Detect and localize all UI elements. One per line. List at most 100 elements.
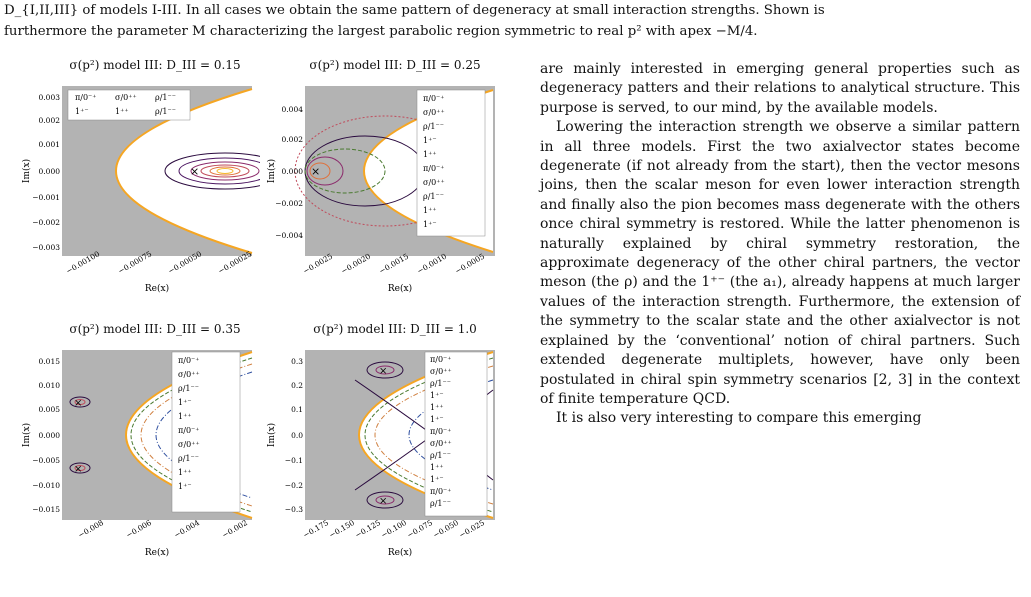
- legend-entry: 1⁺⁻: [178, 398, 192, 407]
- y-tick-label: −0.005: [32, 456, 60, 465]
- svg-text:×: ×: [379, 496, 387, 507]
- y-tick-label: −0.010: [32, 481, 60, 490]
- y-tick-label: 0.0: [291, 431, 303, 440]
- legend-entry: π/0⁻⁺: [430, 427, 452, 436]
- legend-entry: 1⁺⁻: [430, 475, 444, 484]
- legend-entry: π/0⁻⁺: [423, 164, 445, 173]
- y-tick-label: −0.003: [32, 243, 60, 252]
- plot-panel-3: σ(p²) model III: D_III = 0.35 × × π/0⁻⁺ …: [20, 322, 260, 582]
- svg-text:×: ×: [379, 366, 387, 377]
- contour-plot-1: × π/0⁻⁺ σ/0⁺⁺ ρ/1⁻⁻ 1⁺⁻ 1⁺⁺ ρ/1⁻⁻ 0.003 …: [21, 86, 260, 294]
- y-tick-label: 0.2: [291, 381, 303, 390]
- panel-title: σ(p²) model III: D_III = 0.25: [309, 58, 481, 72]
- y-tick-label: −0.001: [32, 193, 60, 202]
- y-tick-label: −0.1: [285, 456, 303, 465]
- legend-entry: ρ/1⁻⁻: [423, 192, 444, 201]
- x-axis-label: Re(x): [145, 283, 169, 294]
- caption-line-1: D_{I,II,III} of models I-III. In all cas…: [4, 3, 825, 18]
- y-tick-label: 0.004: [282, 105, 304, 114]
- x-tick-label: −0.125: [354, 518, 383, 540]
- y-axis-label: Im(x): [266, 159, 277, 183]
- body-paragraph-2: Lowering the interaction strength we obs…: [540, 119, 1020, 407]
- y-tick-label: −0.2: [285, 481, 303, 490]
- legend-entry: σ/0⁺⁺: [178, 440, 200, 449]
- legend-entry: 1⁺⁻: [430, 391, 444, 400]
- legend-entry: ρ/1⁻⁻: [423, 122, 444, 131]
- y-tick-label: −0.015: [32, 505, 60, 514]
- contour-plot-3: × × π/0⁻⁺ σ/0⁺⁺ ρ/1⁻⁻ 1⁺⁻ 1⁺⁺ π/0⁻⁺ σ/0⁺…: [21, 350, 253, 558]
- y-tick-label: 0.002: [39, 116, 61, 125]
- y-tick-label: −0.3: [285, 505, 303, 514]
- plot-panel-4: σ(p²) model III: D_III = 1.0 × × π/0⁻⁺ σ…: [265, 322, 515, 582]
- legend-entry: ρ/1⁻⁻: [178, 454, 199, 463]
- panel-title: σ(p²) model III: D_III = 0.35: [69, 322, 241, 336]
- svg-text:×: ×: [74, 398, 82, 409]
- y-tick-label: 0.001: [39, 140, 60, 149]
- legend-entry: σ/0⁺⁺: [430, 439, 452, 448]
- x-tick-label: −0.008: [77, 518, 106, 540]
- plot-panel-2: σ(p²) model III: D_III = 0.25 × π/0⁻⁺ σ/…: [265, 58, 515, 318]
- legend-entry: ρ/1⁻⁻: [430, 451, 451, 460]
- legend-entry: π/0⁻⁺: [423, 94, 445, 103]
- y-tick-label: −0.004: [275, 231, 303, 240]
- legend-entry: 1⁺⁻: [75, 107, 89, 116]
- panel-title: σ(p²) model III: D_III = 0.15: [69, 58, 241, 72]
- legend-entry: 1⁺⁻: [423, 220, 437, 229]
- legend-entry: 1⁺⁺: [430, 403, 444, 412]
- body-paragraph-3: It is also very interesting to compare t…: [556, 410, 922, 427]
- y-tick-label: 0.000: [39, 167, 61, 176]
- y-tick-label: 0.002: [282, 135, 304, 144]
- x-tick-label: −0.075: [406, 518, 435, 540]
- y-tick-label: 0.010: [39, 381, 61, 390]
- x-tick-label: −0.150: [328, 518, 357, 540]
- x-axis-label: Re(x): [388, 547, 412, 558]
- legend-entry: π/0⁻⁺: [430, 355, 452, 364]
- legend-entry: 1⁺⁺: [178, 412, 192, 421]
- x-tick-label: −0.175: [302, 518, 331, 540]
- legend-entry: π/0⁻⁺: [178, 356, 200, 365]
- legend-entry: 1⁺⁻: [430, 415, 444, 424]
- x-tick-label: −0.006: [125, 518, 154, 540]
- legend-entry: ρ/1⁻⁻: [155, 93, 176, 102]
- contour-plot-4: × × π/0⁻⁺ σ/0⁺⁺ ρ/1⁻⁻ 1⁺⁻ 1⁺⁺ 1⁺⁻ π/0⁻⁺ …: [266, 350, 495, 558]
- legend-entry: σ/0⁺⁺: [430, 367, 452, 376]
- y-tick-label: 0.000: [282, 167, 304, 176]
- svg-text:×: ×: [190, 165, 199, 178]
- x-tick-label: −0.050: [432, 518, 461, 540]
- x-tick-label: −0.025: [458, 518, 487, 540]
- legend-entry: 1⁺⁺: [423, 150, 437, 159]
- y-axis-label: Im(x): [266, 423, 277, 447]
- svg-text:×: ×: [311, 165, 320, 178]
- y-tick-label: 0.005: [39, 405, 61, 414]
- x-tick-label: −0.004: [173, 518, 202, 540]
- legend-entry: σ/0⁺⁺: [178, 370, 200, 379]
- caption-line-2: furthermore the parameter M characterizi…: [4, 24, 758, 39]
- legend-entry: σ/0⁺⁺: [423, 178, 445, 187]
- y-tick-label: 0.015: [39, 357, 61, 366]
- legend-entry: ρ/1⁻⁻: [430, 379, 451, 388]
- legend-entry: σ/0⁺⁺: [423, 108, 445, 117]
- legend-entry: σ/0⁺⁺: [115, 93, 137, 102]
- legend-entry: 1⁺⁻: [178, 482, 192, 491]
- legend-entry: π/0⁻⁺: [430, 487, 452, 496]
- body-text-column: are mainly interested in emerging genera…: [540, 60, 1020, 429]
- y-tick-label: 0.000: [39, 431, 61, 440]
- legend-entry: 1⁺⁺: [423, 206, 437, 215]
- y-tick-label: 0.3: [291, 357, 303, 366]
- y-tick-label: −0.002: [32, 218, 60, 227]
- x-tick-label: −0.002: [221, 518, 250, 540]
- y-tick-label: 0.003: [39, 93, 61, 102]
- figure-caption: D_{I,II,III} of models I-III. In all cas…: [4, 0, 1024, 42]
- y-axis-label: Im(x): [21, 159, 32, 183]
- y-axis-label: Im(x): [21, 423, 32, 447]
- legend-entry: 1⁺⁺: [115, 107, 129, 116]
- svg-text:×: ×: [74, 464, 82, 475]
- panel-title: σ(p²) model III: D_III = 1.0: [313, 322, 477, 336]
- legend-entry: π/0⁻⁺: [178, 426, 200, 435]
- y-tick-label: −0.002: [275, 199, 303, 208]
- legend-entry: ρ/1⁻⁻: [430, 499, 451, 508]
- legend-entry: 1⁺⁺: [430, 463, 444, 472]
- legend-entry: 1⁺⁺: [178, 468, 192, 477]
- legend-entry: π/0⁻⁺: [75, 93, 97, 102]
- legend-entry: ρ/1⁻⁻: [155, 107, 176, 116]
